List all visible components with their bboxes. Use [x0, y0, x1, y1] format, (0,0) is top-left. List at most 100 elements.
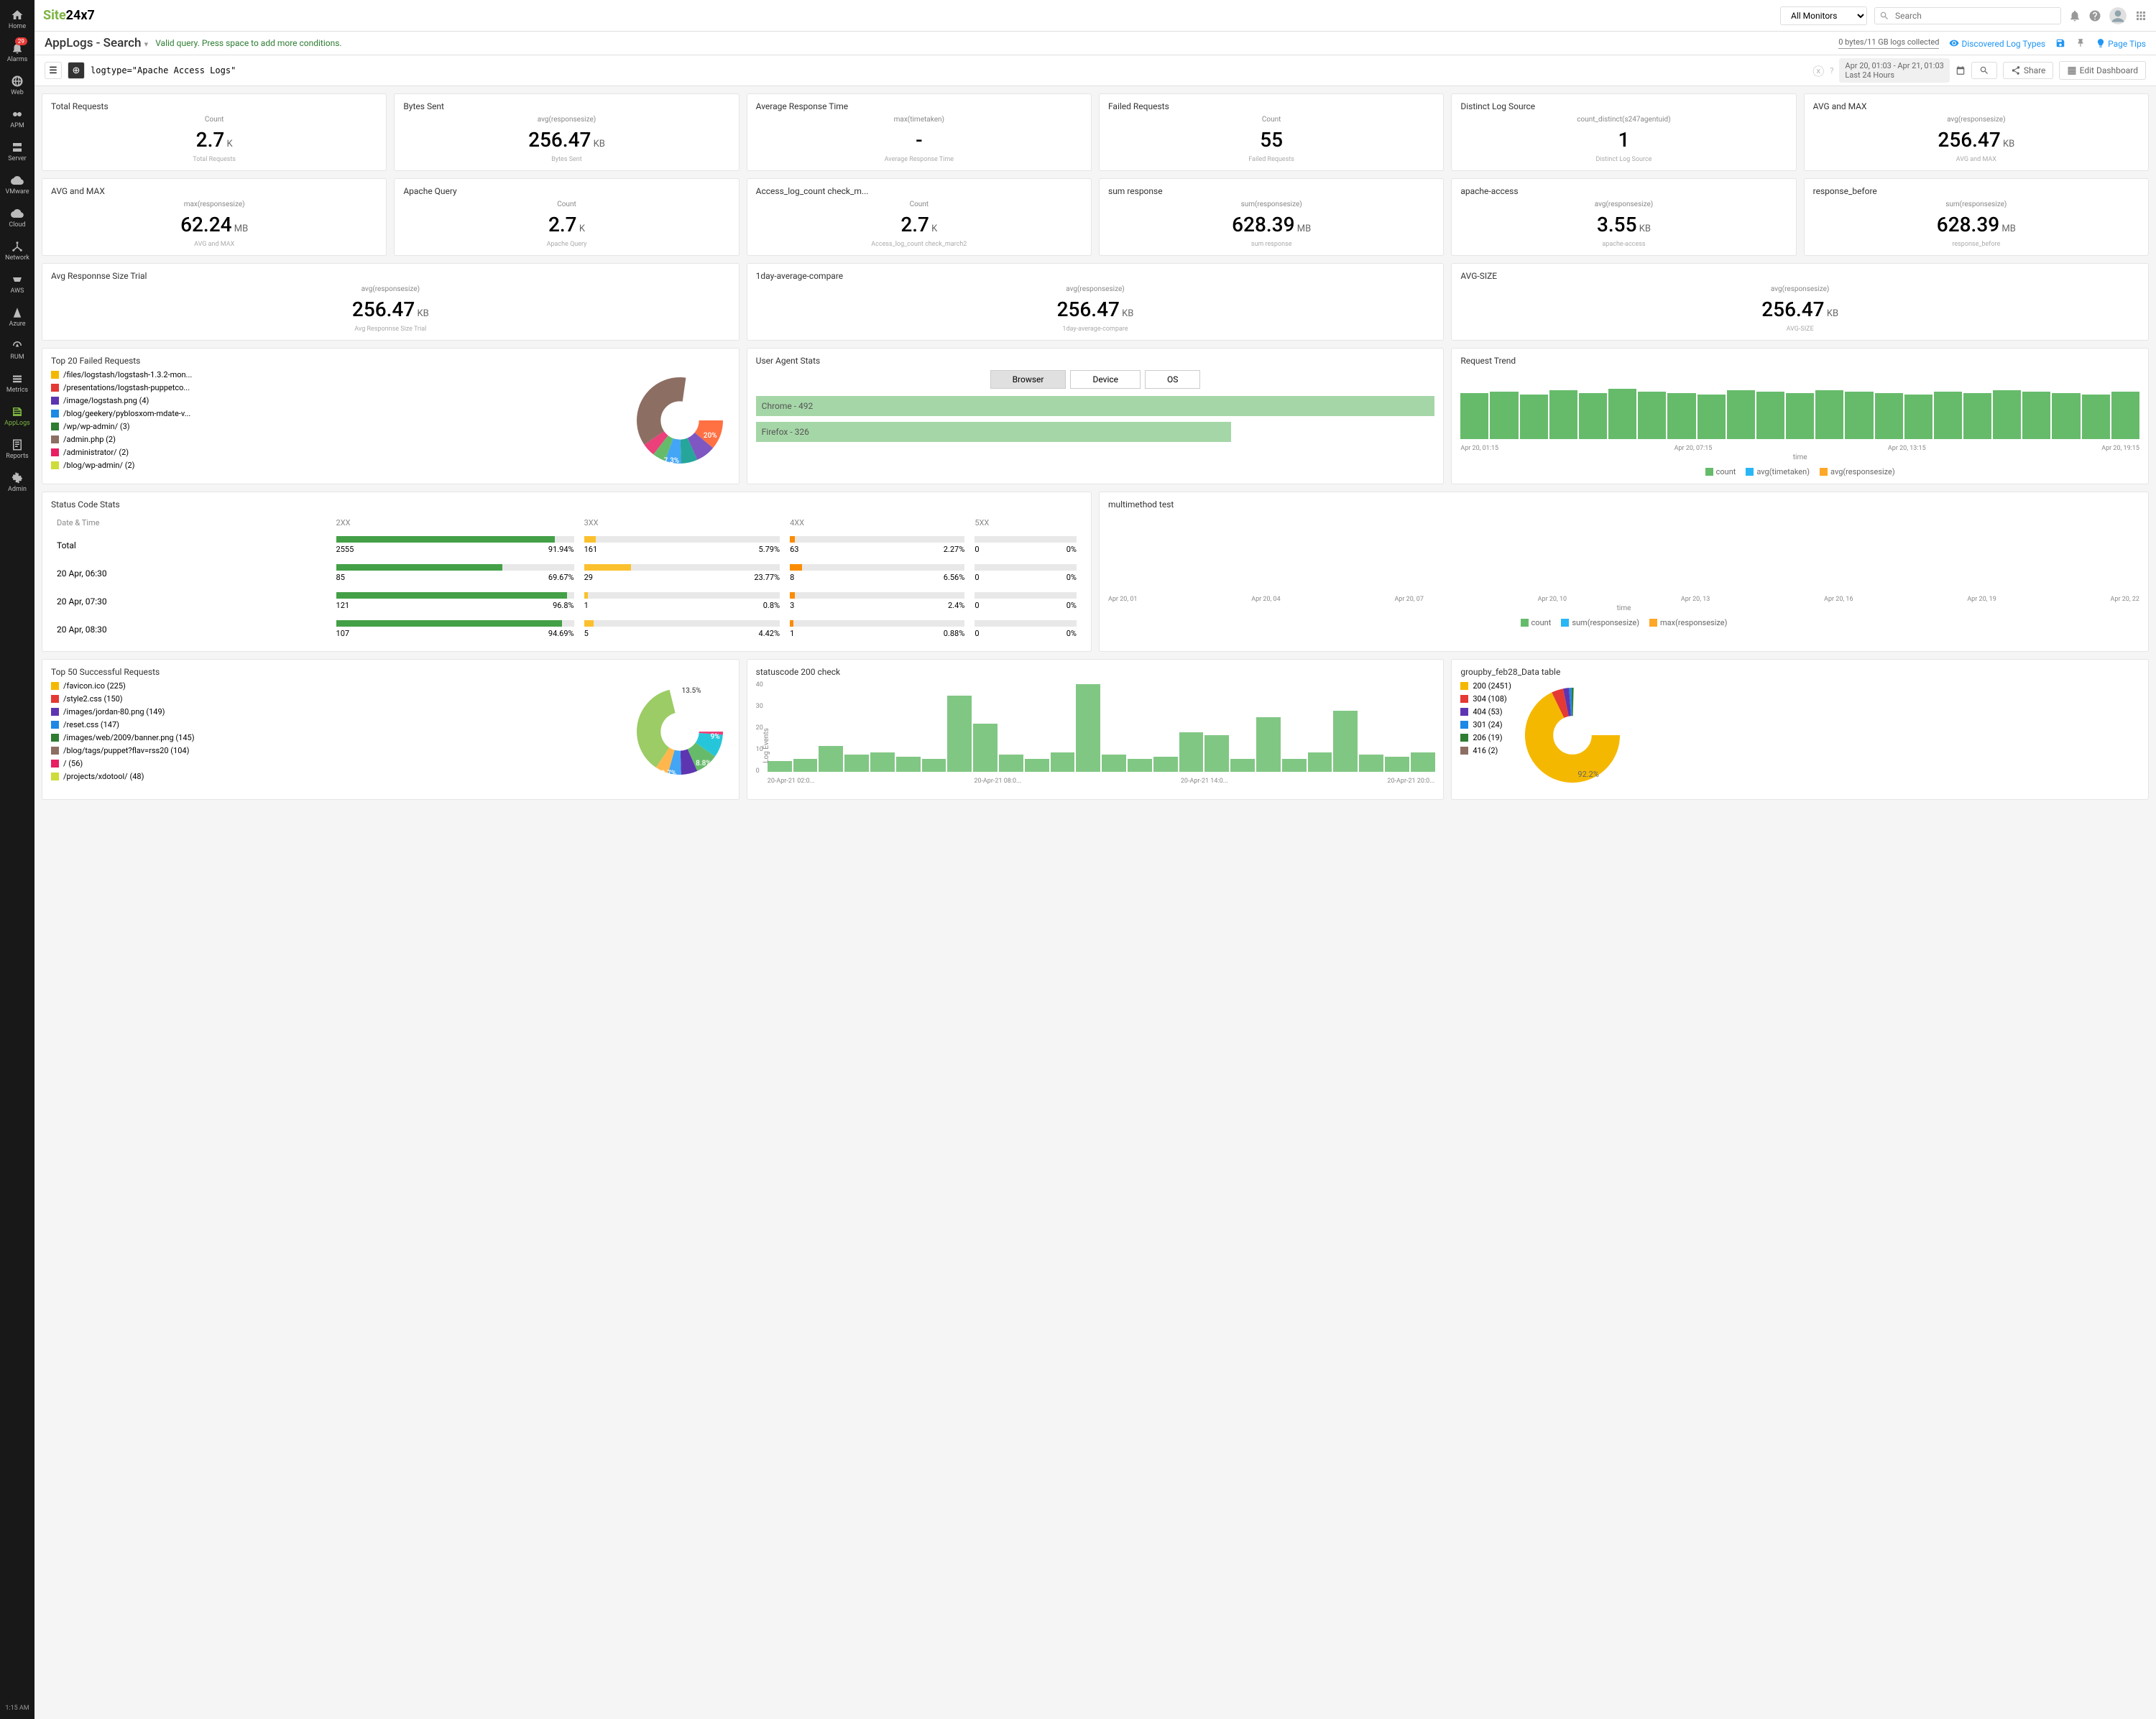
sidebar-item-server[interactable]: Server — [4, 135, 30, 168]
help-icon[interactable] — [2088, 9, 2101, 22]
code-view-icon[interactable]: ⊕ — [68, 62, 85, 79]
legend-item[interactable]: /reset.css (147) — [51, 720, 622, 729]
sidebar-item-aws[interactable]: AWS — [4, 267, 30, 300]
sidebar-item-vmware[interactable]: VMware — [4, 168, 30, 201]
cloud-icon — [11, 174, 24, 187]
report-icon — [11, 438, 24, 451]
sidebar-item-applogs[interactable]: AppLogs — [4, 400, 30, 433]
sidebar-clock: 1:15 AM — [5, 1697, 29, 1719]
legend-item[interactable]: /blog/geekery/pyblosxom-mdate-v... — [51, 409, 622, 418]
legend-item[interactable]: 416 (2) — [1460, 746, 1511, 755]
status-row: 20 Apr, 07:3012196.8%10.8%32.4%00% — [52, 588, 1081, 614]
sidebar-item-alarms[interactable]: Alarms29 — [4, 36, 30, 69]
sidebar-item-apm[interactable]: APM — [4, 102, 30, 135]
status-row: Total255591.94%1615.79%632.27%00% — [52, 532, 1081, 558]
sidebar-item-home[interactable]: Home — [4, 3, 30, 36]
legend-item[interactable]: /blog/wp-admin/ (2) — [51, 461, 622, 470]
kpi-card: Distinct Log Sourcecount_distinct(s247ag… — [1451, 93, 1796, 171]
gauge-icon — [11, 339, 24, 352]
query-status: Valid query. Press space to add more con… — [155, 38, 341, 48]
failed-donut — [630, 370, 730, 471]
top-failed-card: Top 20 Failed Requests /files/logstash/l… — [42, 348, 740, 484]
logo: Site24x7 — [43, 8, 95, 23]
search-btn[interactable] — [1971, 62, 1997, 79]
logs-collected: 0 bytes/11 GB logs collected — [1838, 37, 1939, 49]
logs-icon — [11, 405, 24, 418]
kpi-card: 1day-average-compareavg(responsesize)256… — [747, 263, 1445, 341]
status200-card: statuscode 200 check 010203040 20-Apr-21… — [747, 659, 1445, 800]
sidebar-item-rum[interactable]: RUM — [4, 333, 30, 367]
legend-item[interactable]: 304 (108) — [1460, 694, 1511, 704]
kpi-card: Total RequestsCount2.7 KTotal Requests — [42, 93, 387, 171]
pin-icon[interactable] — [2076, 38, 2086, 48]
legend-item[interactable]: /images/web/2009/banner.png (145) — [51, 733, 622, 742]
sidebar-item-network[interactable]: Network — [4, 234, 30, 267]
share-btn[interactable]: Share — [2003, 62, 2054, 79]
clear-query-icon[interactable]: ⓧ — [1812, 62, 1824, 79]
legend-item[interactable]: 200 (2451) — [1460, 681, 1511, 691]
kpi-card: Average Response Timemax(timetaken)- Ave… — [747, 93, 1092, 171]
legend-item[interactable]: /wp/wp-admin/ (3) — [51, 422, 622, 431]
edit-dashboard-btn[interactable]: ▦Edit Dashboard — [2059, 61, 2146, 80]
kpi-card: sum responsesum(responsesize)628.39 MBsu… — [1099, 178, 1444, 256]
legend-item[interactable]: 404 (53) — [1460, 707, 1511, 716]
sidebar-item-admin[interactable]: Admin — [4, 466, 30, 499]
legend-item[interactable]: /projects/xdotool/ (48) — [51, 772, 622, 781]
ua-bar: Chrome - 492 — [756, 396, 1435, 416]
legend-item[interactable]: / (56) — [51, 759, 622, 768]
top50-donut — [630, 681, 730, 782]
page-tips-link[interactable]: Page Tips — [2096, 38, 2146, 49]
kpi-card: AVG and MAXmax(responsesize)62.24 MBAVG … — [42, 178, 387, 256]
legend-item[interactable]: /image/logstash.png (4) — [51, 396, 622, 405]
search-input[interactable] — [1874, 7, 2061, 24]
tab-device[interactable]: Device — [1070, 370, 1141, 389]
status-stats-card: Status Code Stats Date & Time2XX3XX4XX5X… — [42, 492, 1092, 652]
kpi-card: AVG-SIZEavg(responsesize)256.47 KBAVG-SI… — [1451, 263, 2149, 341]
time-range[interactable]: Apr 20, 01:03 - Apr 21, 01:03 Last 24 Ho… — [1839, 58, 1949, 83]
tab-browser[interactable]: Browser — [990, 370, 1067, 389]
sidebar-item-reports[interactable]: Reports — [4, 433, 30, 466]
list-view-icon[interactable]: ☰ — [45, 62, 62, 79]
network-icon — [11, 240, 24, 253]
user-agent-card: User Agent Stats BrowserDeviceOS Chrome … — [747, 348, 1445, 484]
notification-icon[interactable] — [2068, 9, 2081, 22]
legend-item[interactable]: 301 (24) — [1460, 720, 1511, 729]
query-help-icon[interactable]: ? — [1830, 66, 1833, 75]
monitors-select[interactable]: All Monitors — [1780, 6, 1867, 25]
request-trend-card: Request Trend Apr 20, 01:15Apr 20, 07:15… — [1451, 348, 2149, 484]
legend-item[interactable]: /presentations/logstash-puppetco... — [51, 383, 622, 392]
legend-item[interactable]: /style2.css (150) — [51, 694, 622, 704]
legend-item[interactable]: /admin.php (2) — [51, 435, 622, 444]
kpi-card: response_beforesum(responsesize)628.39 M… — [1804, 178, 2149, 256]
legend-item[interactable]: /files/logstash/logstash-1.3.2-mon... — [51, 370, 622, 379]
aws-icon — [11, 273, 24, 286]
apps-icon[interactable] — [2134, 9, 2147, 22]
avatar-icon[interactable] — [2109, 6, 2127, 25]
kpi-card: Avg Responnse Size Trialavg(responsesize… — [42, 263, 740, 341]
legend-item[interactable]: /administrator/ (2) — [51, 448, 622, 457]
multimethod-card: multimethod test Apr 20, 01Apr 20, 04Apr… — [1099, 492, 2149, 652]
kpi-card: Failed RequestsCount55 Failed Requests — [1099, 93, 1444, 171]
sidebar: HomeAlarms29WebAPMServerVMwareCloudNetwo… — [0, 0, 34, 1719]
sidebar-item-metrics[interactable]: Metrics — [4, 367, 30, 400]
groupby-donut — [1519, 681, 1626, 789]
topbar: Site24x7 All Monitors — [34, 0, 2156, 32]
query-bar: ☰ ⊕ logtype="Apache Access Logs" ⓧ ? Apr… — [34, 55, 2156, 86]
sidebar-item-azure[interactable]: Azure — [4, 300, 30, 333]
kpi-card: apache-accessavg(responsesize)3.55 KBapa… — [1451, 178, 1796, 256]
ua-bar: Firefox - 326 — [756, 422, 1231, 442]
query-input[interactable]: logtype="Apache Access Logs" — [91, 65, 1807, 75]
sidebar-item-cloud[interactable]: Cloud — [4, 201, 30, 234]
sidebar-item-web[interactable]: Web — [4, 69, 30, 102]
legend-item[interactable]: /images/jordan-80.png (149) — [51, 707, 622, 716]
save-icon[interactable] — [2055, 38, 2065, 48]
top50-card: Top 50 Successful Requests /favicon.ico … — [42, 659, 740, 800]
tab-os[interactable]: OS — [1145, 370, 1200, 389]
gear-icon — [11, 471, 24, 484]
legend-item[interactable]: 206 (19) — [1460, 733, 1511, 742]
legend-item[interactable]: /blog/tags/puppet?flav=rss20 (104) — [51, 746, 622, 755]
kpi-card: Bytes Sentavg(responsesize)256.47 KBByte… — [394, 93, 739, 171]
calendar-icon[interactable] — [1955, 65, 1966, 75]
legend-item[interactable]: /favicon.ico (225) — [51, 681, 622, 691]
discovered-link[interactable]: Discovered Log Types — [1949, 38, 2045, 49]
